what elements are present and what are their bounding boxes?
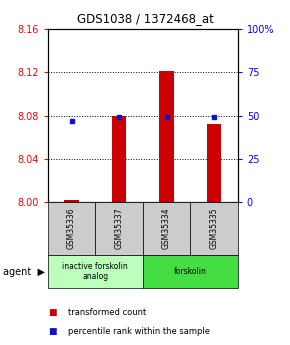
Text: GSM35334: GSM35334 (162, 208, 171, 249)
Text: ■: ■ (48, 308, 56, 317)
Bar (64, 200, 79, 202)
Bar (160, 71, 174, 202)
Text: GSM35337: GSM35337 (115, 208, 124, 249)
Text: GSM35336: GSM35336 (67, 208, 76, 249)
Text: transformed count: transformed count (68, 308, 146, 317)
Text: ■: ■ (48, 327, 56, 336)
Bar (207, 124, 221, 202)
Text: percentile rank within the sample: percentile rank within the sample (68, 327, 210, 336)
Text: agent  ▶: agent ▶ (3, 267, 45, 277)
Text: inactive forskolin
analog: inactive forskolin analog (62, 262, 128, 282)
Text: forskolin: forskolin (174, 267, 207, 276)
Text: GSM35335: GSM35335 (210, 208, 219, 249)
Bar (112, 116, 126, 202)
Text: GDS1038 / 1372468_at: GDS1038 / 1372468_at (77, 12, 213, 25)
